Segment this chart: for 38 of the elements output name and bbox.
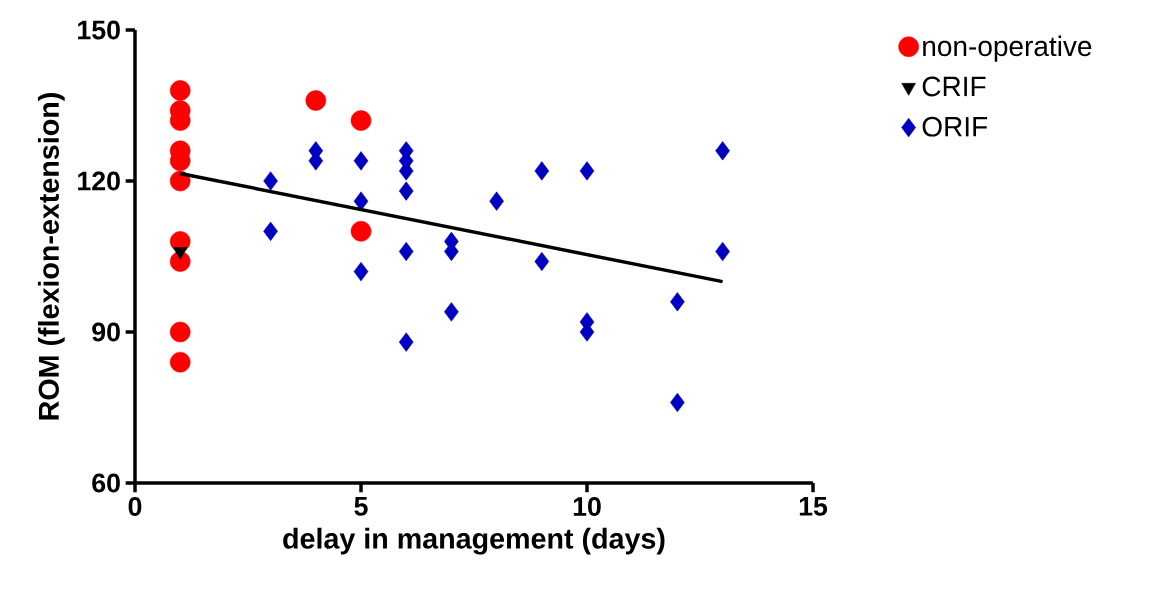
y-tick-label: 120: [78, 171, 120, 191]
point: [534, 161, 550, 181]
point: [173, 247, 188, 260]
legend-label: CRIF: [922, 76, 986, 97]
point: [489, 191, 504, 211]
y-tick-label: 60: [92, 473, 120, 493]
point: [305, 90, 327, 111]
x-tick-label: 5: [354, 497, 368, 516]
point: [444, 302, 459, 322]
y-tick-label: 150: [78, 20, 120, 40]
legend-label: ORIF: [922, 116, 988, 137]
point: [169, 321, 191, 343]
point: [263, 171, 278, 191]
point: [534, 251, 550, 272]
x-tick-label: 15: [799, 497, 828, 516]
point: [670, 292, 685, 312]
point: [353, 151, 369, 171]
point: [398, 241, 414, 262]
x-tick-label: 10: [573, 497, 601, 516]
point: [353, 191, 369, 211]
point: [715, 141, 730, 161]
point: [670, 392, 685, 413]
point: [169, 170, 191, 192]
y-axis-title: ROM (flexion-extension): [37, 93, 65, 420]
point: [398, 181, 414, 201]
point: [579, 161, 595, 181]
point: [350, 221, 372, 242]
point: [169, 80, 191, 101]
legend-label: non-operative: [923, 35, 1092, 62]
point: [353, 262, 369, 282]
point: [169, 351, 191, 373]
x-axis-title: delay in management (days): [283, 527, 665, 555]
point: [263, 221, 278, 241]
point: [715, 241, 730, 262]
y-tick-label: 90: [92, 322, 120, 342]
point: [350, 110, 372, 131]
x-tick-label: 0: [128, 497, 142, 516]
point: [398, 332, 414, 352]
